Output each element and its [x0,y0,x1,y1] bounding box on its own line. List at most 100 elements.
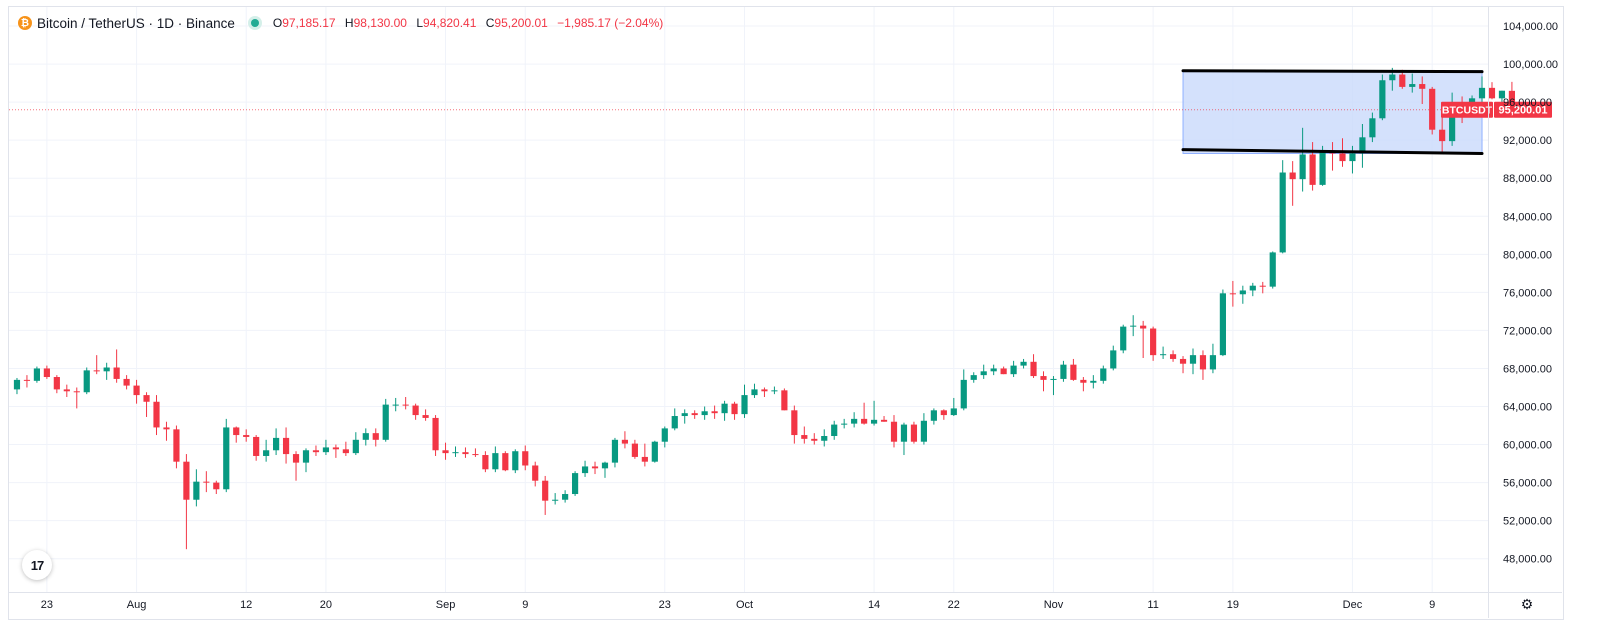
candle [552,493,559,505]
candle [133,379,140,404]
candle [1419,76,1426,105]
candle-body [372,433,379,440]
candle-body [641,456,648,462]
market-status-icon[interactable] [250,19,259,27]
candle-body [1309,154,1316,185]
candle-body [552,499,559,501]
candle [292,451,300,481]
candle-body [352,439,359,454]
x-tick-label: Aug [127,599,147,611]
candle [731,401,738,420]
candle-body [761,389,768,392]
last-price-tag-label: 95,200.01 [1499,105,1548,117]
grid [9,7,1488,592]
candle [512,449,519,474]
candle [711,405,718,419]
candle-body [1468,98,1476,105]
candle [1000,366,1007,375]
y-tick-label: 76,000.00 [1503,287,1552,299]
candle-body [153,401,160,428]
y-tick-label: 80,000.00 [1503,249,1552,261]
candle [93,355,100,375]
candle [53,375,60,394]
candle-body [1060,364,1067,379]
candle-body [53,377,60,390]
candle [890,415,898,448]
tradingview-logo-icon[interactable]: 17 [22,550,52,580]
candle-body [781,390,788,411]
candle-body [1359,137,1366,154]
candle-body [1140,325,1147,329]
candle [701,406,708,420]
candle-body [233,427,240,436]
candle [372,428,379,447]
candle-body [43,368,50,378]
candle-body [512,451,519,471]
candle-body [133,385,140,396]
candle [183,454,190,550]
candle [1100,365,1107,384]
y-tick-label: 88,000.00 [1503,173,1552,185]
x-tick-label: 11 [1147,599,1158,611]
candle [153,395,160,436]
candle [1259,281,1266,294]
candle-body [711,411,718,414]
candle-body [342,449,349,454]
candle-body [282,437,290,455]
candle-body [571,473,579,495]
candle-body [1020,361,1027,366]
candle-body [1239,290,1246,295]
x-tick-label: 14 [868,599,880,611]
candle [1429,86,1436,135]
candle [1249,282,1256,297]
candle-body [1369,118,1376,138]
candle [143,392,150,417]
candle [482,451,489,473]
candle [472,448,479,457]
x-tick-label: 22 [948,599,960,611]
candle-body [751,389,758,396]
candle-body [970,375,977,380]
candle [1120,324,1127,354]
candle [1488,82,1496,100]
candle [940,409,947,420]
candle-body [950,408,957,416]
candle [1030,354,1037,378]
candle [721,400,728,421]
candle [243,429,250,442]
candles [13,67,1516,550]
candle [811,433,818,445]
candle [1050,376,1057,396]
candle [522,445,529,471]
candle [1289,161,1296,206]
y-tick-label: 56,000.00 [1503,478,1552,490]
candle [312,445,320,456]
candle-body [1419,84,1426,89]
candle [1229,280,1236,307]
candle-body [1379,80,1386,119]
candle-body [691,413,698,416]
candle [611,437,619,468]
candle [691,410,698,419]
settings-icon[interactable]: ⚙ [1520,596,1534,612]
candle [980,364,987,379]
candle-body [362,433,369,440]
candle [402,397,409,410]
candle [591,461,599,475]
candle [113,349,120,383]
candle [1150,326,1157,361]
candle [562,490,569,503]
candle-body [292,454,300,463]
candle-body [1478,87,1486,99]
candle [990,364,997,376]
candle [532,461,539,487]
symbol-title[interactable]: Bitcoin / TetherUS · 1D · Binance [37,15,235,31]
candle [771,386,778,395]
candle [1010,360,1017,378]
candle-body [1488,87,1496,99]
candle [1369,112,1376,143]
symbol-tag-bg [1441,101,1493,118]
candle [821,429,828,447]
x-tick-label: 20 [320,599,332,611]
